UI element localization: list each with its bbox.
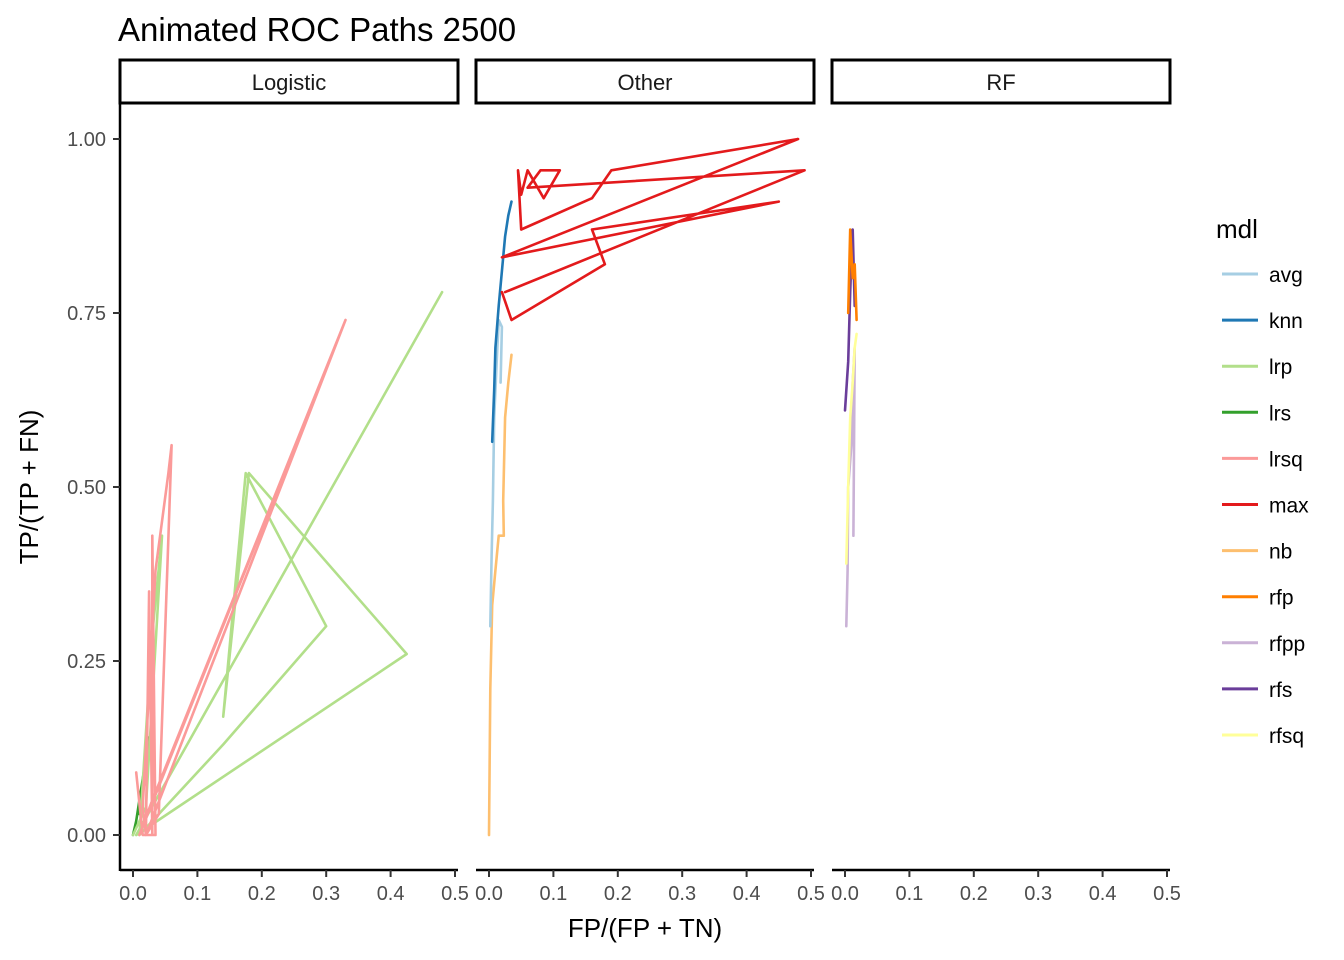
legend-item-nb: nb [1222, 541, 1292, 564]
series-line-lrsq [134, 318, 347, 837]
x-tick-label: 0.1 [895, 883, 923, 905]
legend-label: rfp [1269, 587, 1294, 610]
legend-label: lrs [1269, 402, 1291, 425]
series-line-lrp [131, 290, 444, 837]
legend-item-rfp: rfp [1222, 587, 1294, 610]
facet-strip-label: RF [986, 70, 1015, 95]
x-tick-label: 0.4 [733, 883, 761, 905]
x-tick-label: 0.5 [1153, 883, 1181, 905]
facet-strip [474, 58, 816, 105]
legend-item-lrsq: lrsq [1222, 448, 1303, 471]
facet-strip [118, 58, 460, 105]
y-tick-label: 0.75 [67, 303, 106, 325]
y-tick-label: 1.00 [67, 129, 106, 151]
legend-item-max: max [1222, 495, 1309, 518]
legend-label: lrsq [1269, 448, 1303, 471]
chart-title: Animated ROC Paths 2500 [118, 11, 516, 48]
series-line-max [500, 137, 806, 322]
legend-label: avg [1269, 264, 1303, 287]
x-tick-label: 0.3 [668, 883, 696, 905]
legend: mdl avg knn lrp lrs lrsq max nb rfp rfpp rfs rfsq [1216, 214, 1309, 748]
x-tick-label: 0.5 [797, 883, 825, 905]
series-line-rfp [846, 228, 858, 322]
legend-item-lrp: lrp [1222, 356, 1292, 379]
legend-item-knn: knn [1222, 310, 1303, 333]
y-axis-title: TP/(TP + FN) [14, 410, 44, 565]
x-tick-label: 0.2 [604, 883, 632, 905]
y-tick-label: 0.25 [67, 651, 106, 673]
facet-panel-logistic: Logistic 0.0 0.1 0.2 0.3 0.4 0.5 0.00 0.25 0.50 0.… [67, 58, 469, 905]
x-tick-label: 0.3 [312, 883, 340, 905]
x-tick-label: 0.3 [1024, 883, 1052, 905]
legend-title: mdl [1216, 214, 1258, 244]
facet-panel-rf: RF 0.0 0.1 0.2 0.3 0.4 0.5 [830, 58, 1181, 905]
series-line-rfsq [844, 332, 858, 565]
legend-item-rfpp: rfpp [1222, 633, 1305, 656]
x-tick-label: 0.4 [1089, 883, 1117, 905]
legend-label: nb [1269, 541, 1292, 564]
facet-panels: Logistic 0.0 0.1 0.2 0.3 0.4 0.5 0.00 0.25 0.50 0.… [67, 58, 1181, 905]
legend-label: lrp [1269, 356, 1292, 379]
facet-strip-label: Logistic [252, 70, 327, 95]
legend-item-rfs: rfs [1222, 679, 1292, 702]
series-line-nb [487, 353, 513, 837]
x-tick-label: 0.2 [248, 883, 276, 905]
facet-strip-label: Other [617, 70, 672, 95]
series-line-rfs [843, 228, 857, 412]
legend-label: rfsq [1269, 725, 1304, 748]
y-tick-label: 0.00 [67, 825, 106, 847]
x-tick-label: 0.4 [377, 883, 405, 905]
x-tick-label: 0.1 [183, 883, 211, 905]
x-tick-label: 0.2 [960, 883, 988, 905]
x-tick-label: 0.0 [831, 883, 859, 905]
x-tick-label: 0.0 [475, 883, 503, 905]
y-tick-label: 0.50 [67, 477, 106, 499]
legend-label: max [1269, 495, 1309, 518]
facet-strip [830, 58, 1172, 105]
legend-label: rfpp [1269, 633, 1305, 656]
legend-item-lrs: lrs [1222, 402, 1291, 425]
series-line-knn [490, 200, 513, 444]
x-tick-label: 0.0 [119, 883, 147, 905]
x-tick-label: 0.5 [441, 883, 469, 905]
legend-label: rfs [1269, 679, 1292, 702]
legend-item-rfsq: rfsq [1222, 725, 1304, 748]
legend-item-avg: avg [1222, 264, 1303, 287]
x-tick-label: 0.1 [539, 883, 567, 905]
x-axis-title: FP/(FP + TN) [568, 913, 722, 943]
legend-label: knn [1269, 310, 1303, 333]
facet-panel-other: Other 0.0 0.1 0.2 0.3 0.4 0.5 [474, 58, 825, 905]
